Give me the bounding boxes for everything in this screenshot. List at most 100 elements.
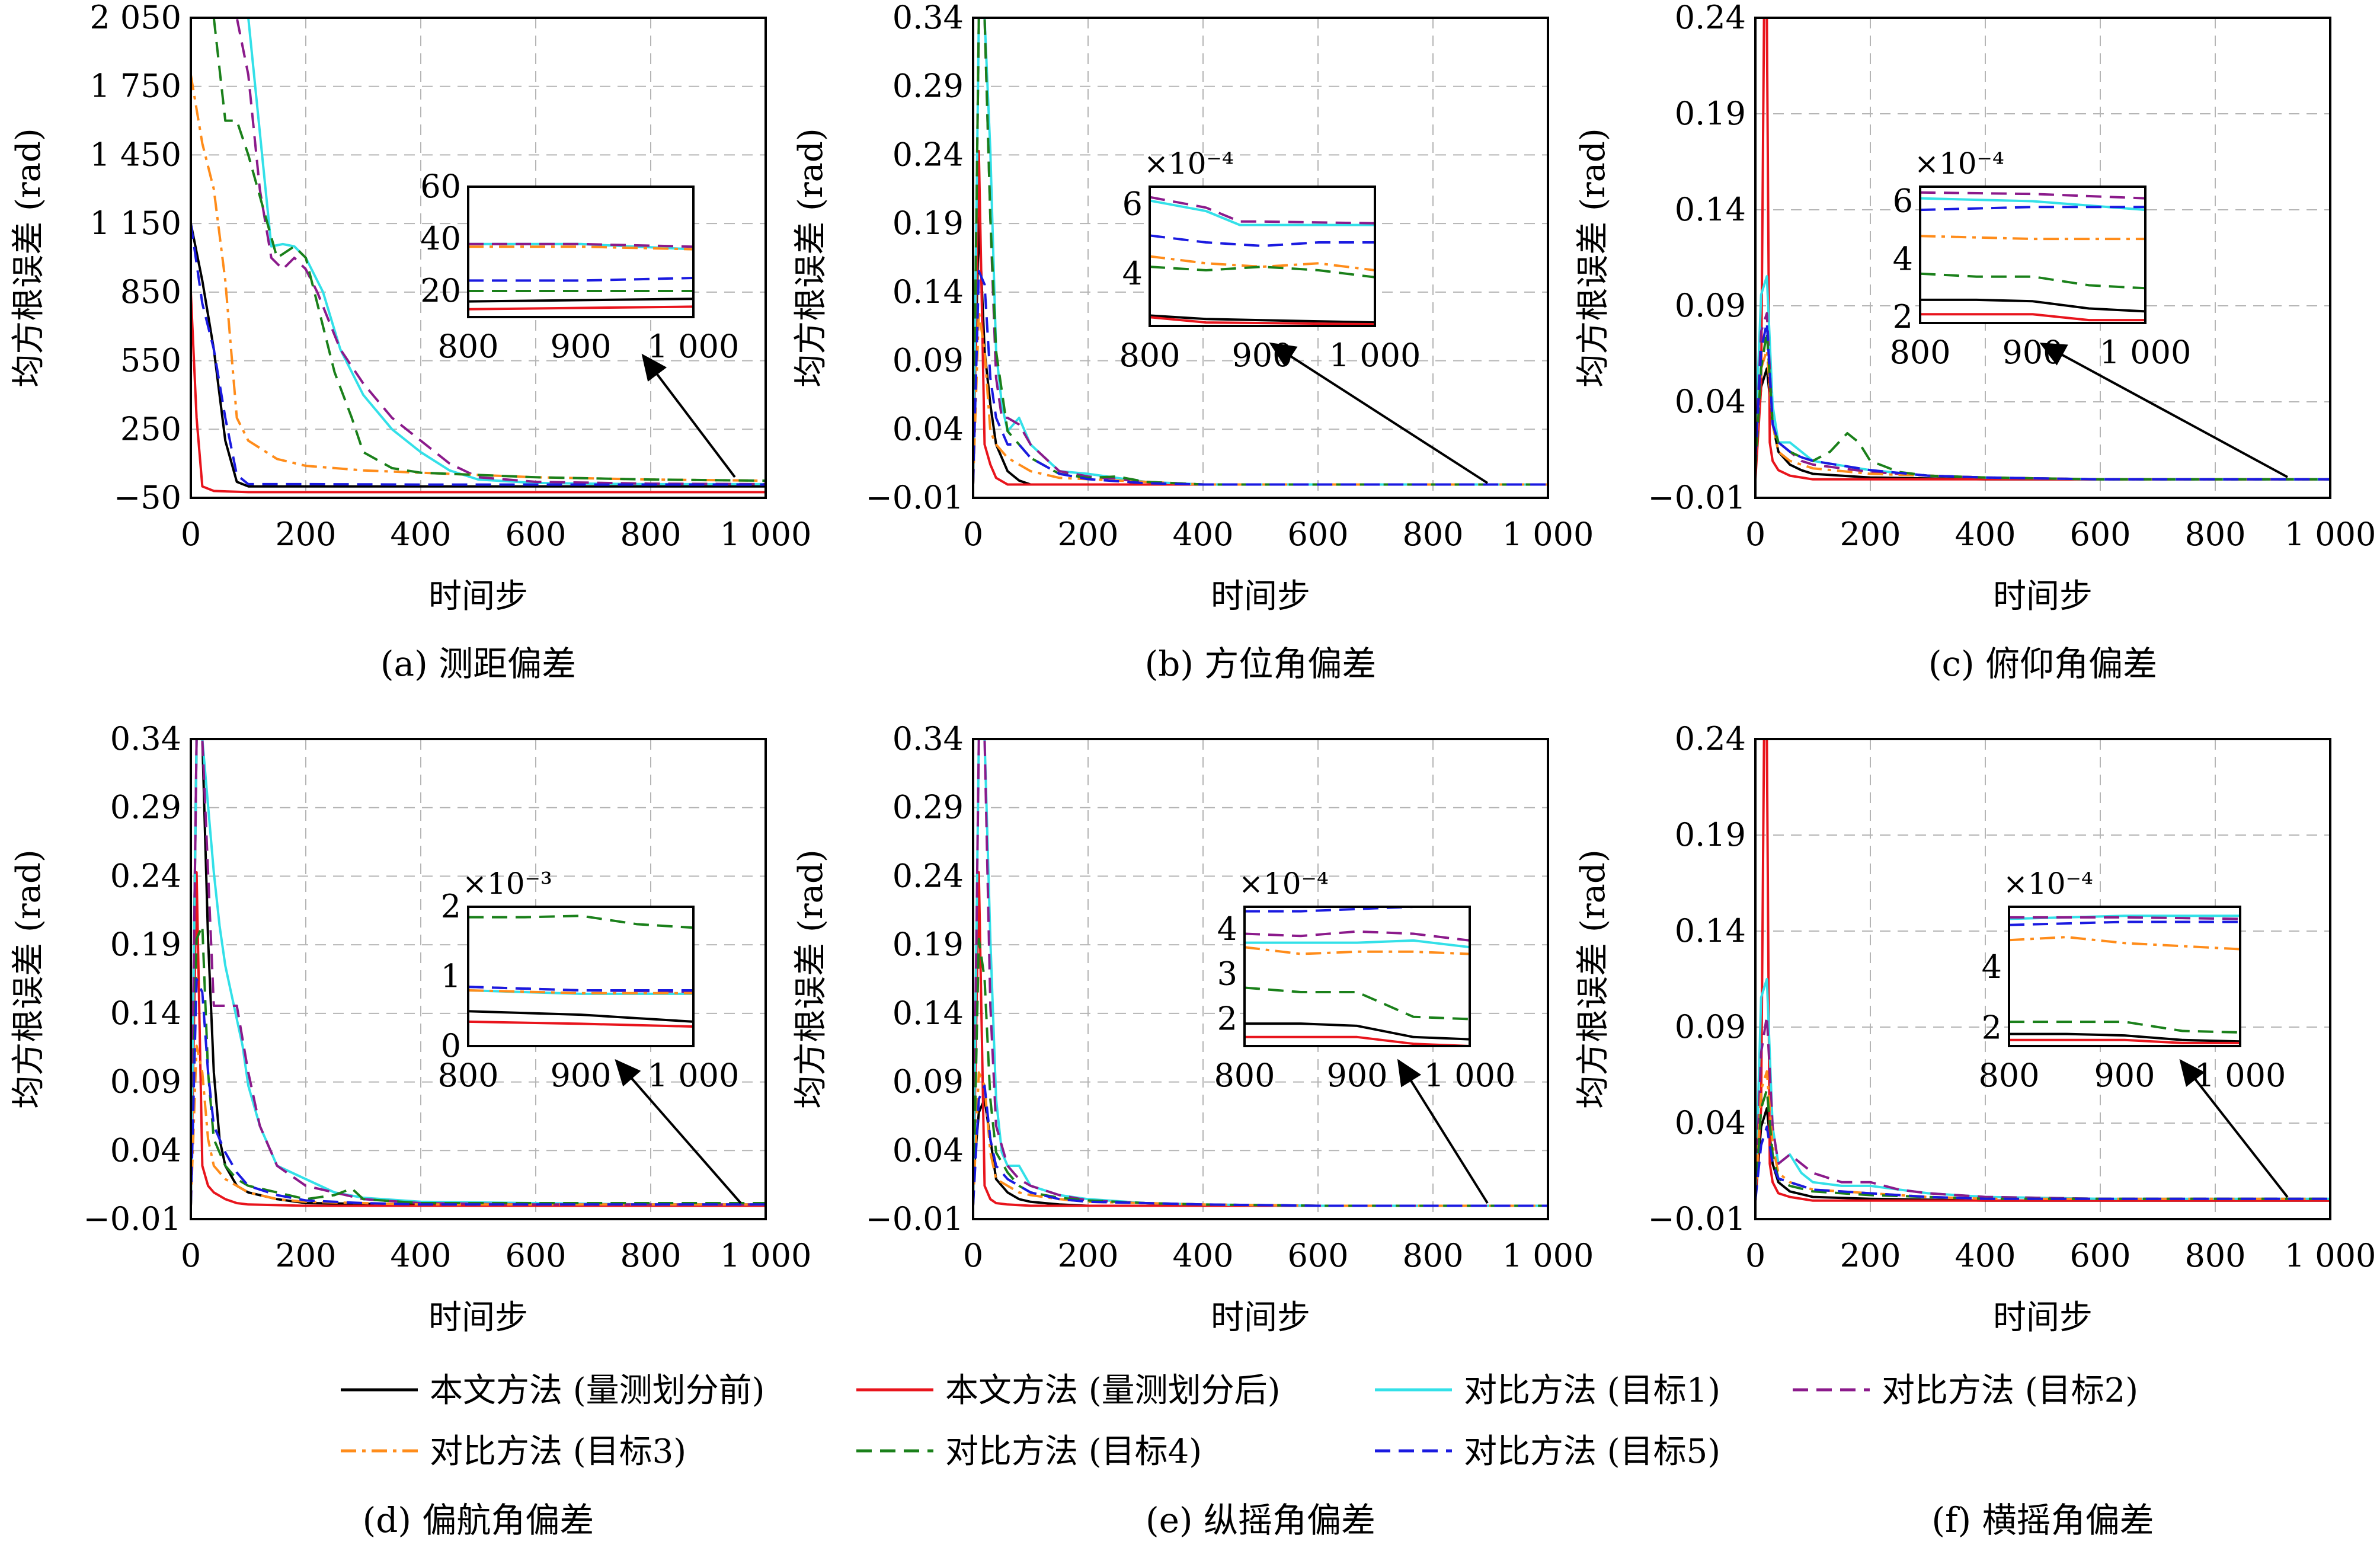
x-tick-label: 0 bbox=[181, 516, 201, 553]
inset-exponent-label: ×10⁻³ bbox=[462, 866, 552, 901]
inset-x-tick-label: 900 bbox=[1231, 337, 1293, 374]
legend-entry: 对比方法 (目标5) bbox=[1375, 1432, 1720, 1471]
y-tick-label: 0.19 bbox=[892, 926, 964, 963]
y-tick-label: 0.04 bbox=[1675, 383, 1746, 420]
x-tick-label: 600 bbox=[1287, 516, 1348, 553]
inset-exponent-label: ×10⁻⁴ bbox=[1144, 146, 1234, 181]
inset-series-line-7 bbox=[1150, 234, 1375, 247]
main-series-line-2 bbox=[1755, 739, 2330, 1202]
main-series-line-7 bbox=[973, 270, 1548, 486]
inset-series-line-6 bbox=[1920, 272, 2145, 290]
y-tick-label: 2 050 bbox=[89, 0, 181, 36]
inset-series-line-5 bbox=[1150, 255, 1375, 271]
zoom-inset: 800 900 1 000 4 6×10⁻⁴ bbox=[1119, 146, 1421, 374]
x-tick-label: 200 bbox=[1840, 1237, 1901, 1274]
y-tick-label: 1 750 bbox=[89, 68, 181, 105]
inset-x-tick-label: 1 000 bbox=[1424, 1057, 1516, 1094]
inset-series-line-2 bbox=[468, 305, 693, 311]
inset-frame bbox=[2008, 906, 2241, 1047]
inset-background bbox=[1150, 187, 1375, 326]
plot-frame bbox=[972, 738, 1549, 1220]
inset-series-line-4 bbox=[1150, 196, 1375, 225]
inset-x-tick-label: 900 bbox=[1326, 1057, 1387, 1094]
x-tick-label: 200 bbox=[275, 516, 336, 553]
inset-series-line-1 bbox=[1245, 1022, 1470, 1041]
x-tick-label: 600 bbox=[2069, 1237, 2131, 1274]
panel-caption: (d) 偏航角偏差 bbox=[363, 1500, 594, 1540]
y-tick-label: 1 450 bbox=[89, 136, 181, 173]
x-tick-label: 600 bbox=[505, 1237, 566, 1274]
inset-y-tick-label: 40 bbox=[420, 220, 461, 257]
inset-series-line-5 bbox=[1920, 235, 2145, 241]
inset-series-line-3 bbox=[1245, 939, 1470, 949]
inset-frame bbox=[467, 186, 695, 318]
inset-series-line-5 bbox=[468, 245, 693, 251]
zoom-inset: 800 900 1 000 2 4 ×10⁻⁴ bbox=[1978, 866, 2286, 1094]
inset-y-tick-label: 2 bbox=[441, 888, 461, 925]
inset-y-tick-label: 1 bbox=[441, 958, 461, 995]
x-tick-label: 800 bbox=[2184, 1237, 2245, 1274]
inset-x-tick-label: 800 bbox=[1214, 1057, 1275, 1094]
x-axis-label: 时间步 bbox=[1211, 1299, 1310, 1337]
inset-series-line-1 bbox=[1150, 314, 1375, 324]
zoom-inset: 800 900 1 000 20 40 60 bbox=[420, 168, 739, 365]
zoom-arrow bbox=[1397, 1058, 1489, 1204]
inset-series-line-1 bbox=[2009, 1032, 2240, 1043]
inset-frame bbox=[1149, 186, 1376, 327]
x-tick-label: 1 000 bbox=[2285, 516, 2376, 553]
x-tick-label: 400 bbox=[1172, 516, 1233, 553]
main-series-line-4 bbox=[973, 739, 1548, 1207]
x-tick-label: 200 bbox=[1057, 516, 1118, 553]
main-series-line-7 bbox=[191, 223, 766, 486]
inset-x-tick-label: 1 000 bbox=[648, 1057, 740, 1094]
chart-panel-3: 0 200 400 600 800 1 000 −0.01 0.04 0.09 0.14 0.19 0… bbox=[1574, 0, 2376, 616]
inset-series-line-1 bbox=[468, 1010, 693, 1023]
chart-panel-4: 0 200 400 600 800 1 000 −0.01 0.04 0.09 0.14 0.19 0… bbox=[9, 720, 811, 1337]
inset-y-tick-label: 3 bbox=[1217, 955, 1237, 993]
y-tick-label: 0.24 bbox=[892, 857, 964, 894]
x-tick-label: 0 bbox=[963, 1237, 983, 1274]
x-tick-label: 400 bbox=[1954, 516, 2016, 553]
panel-caption: (e) 纵摇角偏差 bbox=[1146, 1500, 1375, 1540]
plot-frame bbox=[1754, 17, 2331, 499]
inset-frame bbox=[1243, 906, 1471, 1047]
inset-x-tick-label: 900 bbox=[550, 1057, 611, 1094]
y-axis-label: 均方根误差 (rad) bbox=[792, 849, 830, 1109]
plot-frame bbox=[972, 17, 1549, 499]
inset-y-tick-label: 6 bbox=[1122, 185, 1143, 222]
inset-series-line-4 bbox=[468, 242, 693, 248]
inset-x-tick-label: 900 bbox=[550, 328, 611, 365]
main-series-line-7 bbox=[191, 978, 766, 1206]
y-axis-label: 均方根误差 (rad) bbox=[9, 849, 48, 1109]
x-tick-label: 400 bbox=[390, 516, 451, 553]
x-tick-label: 800 bbox=[2184, 516, 2245, 553]
x-tick-label: 800 bbox=[1402, 516, 1463, 553]
x-tick-label: 400 bbox=[1954, 1237, 2016, 1274]
inset-frame bbox=[467, 906, 695, 1047]
inset-y-tick-label: 60 bbox=[420, 168, 461, 205]
inset-series-line-7 bbox=[1245, 907, 1470, 913]
x-axis-label: 时间步 bbox=[1211, 577, 1310, 616]
inset-series-line-3 bbox=[1150, 199, 1375, 226]
inset-y-tick-label: 20 bbox=[420, 272, 461, 309]
zoom-arrow bbox=[2179, 1058, 2289, 1198]
y-tick-label: 0.09 bbox=[1675, 287, 1746, 324]
y-tick-label: 0.19 bbox=[1675, 95, 1746, 132]
y-tick-label: 0.14 bbox=[1675, 191, 1746, 228]
y-tick-label: 0.24 bbox=[1675, 0, 1746, 36]
main-series-line-1 bbox=[973, 1098, 1548, 1207]
zoom-arrow bbox=[1269, 342, 1489, 484]
panel-captions: (a) 测距偏差 (b) 方位角偏差 (c) 俯仰角偏差 (d) 偏航角偏差 (e) 纵… bbox=[363, 644, 2158, 1540]
legend-entry: 本文方法 (量测划分后) bbox=[856, 1371, 1281, 1410]
zoom-arrow bbox=[615, 1058, 742, 1204]
y-tick-label: 0.14 bbox=[892, 994, 964, 1032]
y-tick-label: 0.09 bbox=[892, 1063, 964, 1101]
inset-y-tick-label: 0 bbox=[441, 1027, 461, 1064]
x-tick-label: 1 000 bbox=[1502, 516, 1594, 553]
x-tick-label: 1 000 bbox=[720, 516, 812, 553]
inset-series-line-2 bbox=[1245, 1035, 1470, 1046]
inset-series-line-4 bbox=[1920, 191, 2145, 200]
y-axis-label: 均方根误差 (rad) bbox=[1574, 849, 1613, 1109]
